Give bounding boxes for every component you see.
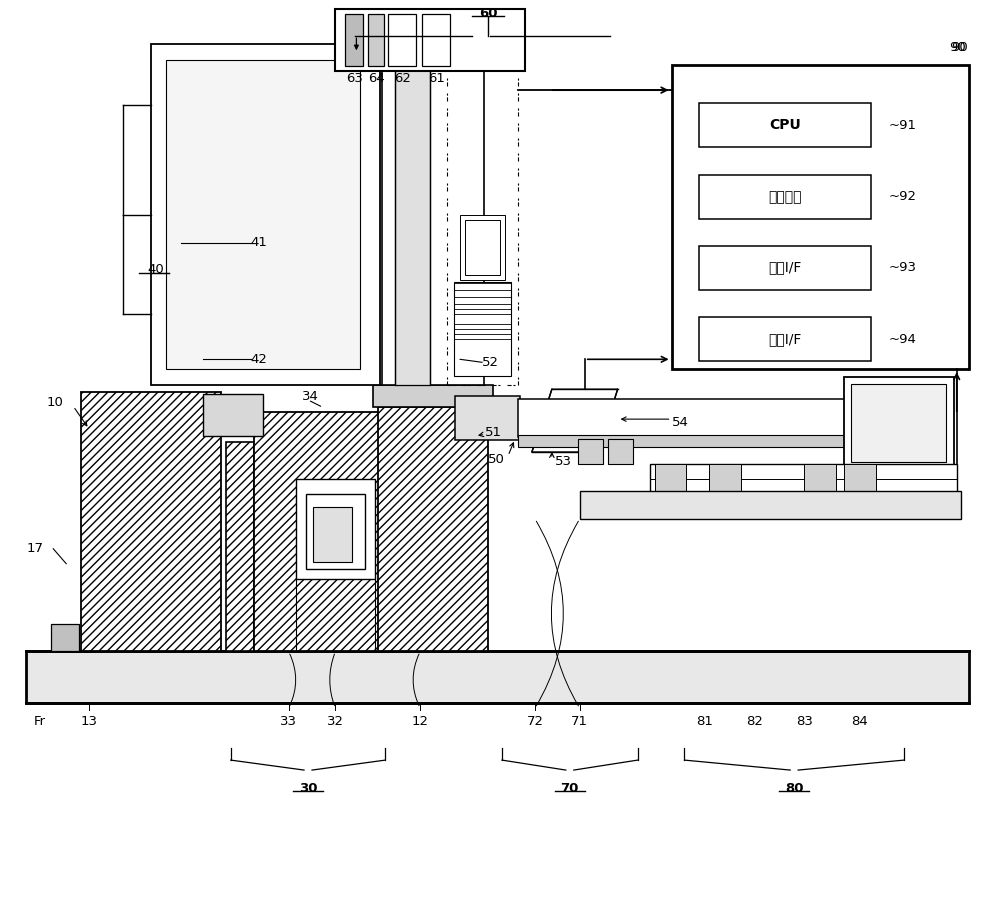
Text: 84: 84 <box>851 715 867 728</box>
Text: 存储介质: 存储介质 <box>768 189 802 204</box>
Bar <box>254 412 425 651</box>
Bar <box>518 399 932 437</box>
Text: 52: 52 <box>482 356 499 369</box>
Text: 83: 83 <box>796 715 813 728</box>
Bar <box>844 377 954 469</box>
Bar <box>226 442 254 651</box>
Bar <box>81 392 221 651</box>
Text: 71: 71 <box>571 715 588 728</box>
Polygon shape <box>532 389 618 452</box>
Bar <box>804 464 836 492</box>
Text: 40: 40 <box>148 263 164 276</box>
Bar <box>851 384 946 462</box>
Text: 50: 50 <box>488 453 505 466</box>
Bar <box>422 15 450 67</box>
Text: 12: 12 <box>412 715 429 728</box>
Bar <box>518 435 932 447</box>
Bar <box>306 494 365 568</box>
Bar <box>578 439 603 464</box>
Bar <box>672 66 969 370</box>
Text: 72: 72 <box>526 715 543 728</box>
Text: 54: 54 <box>672 416 688 429</box>
Text: 输出I/F: 输出I/F <box>769 333 802 346</box>
Bar <box>151 44 380 385</box>
Text: ~92: ~92 <box>889 190 917 203</box>
Bar <box>699 175 871 219</box>
Bar <box>465 220 500 274</box>
Text: 53: 53 <box>555 456 572 468</box>
Bar <box>335 9 525 71</box>
Bar <box>313 507 352 562</box>
Text: Fr: Fr <box>33 715 45 728</box>
Bar <box>699 246 871 289</box>
Bar <box>709 464 741 492</box>
Text: 90: 90 <box>951 41 967 54</box>
Text: 51: 51 <box>485 426 502 439</box>
Bar <box>699 103 871 147</box>
Text: 82: 82 <box>746 715 763 728</box>
Text: CPU: CPU <box>769 118 801 132</box>
Bar <box>454 282 511 376</box>
Text: ~91: ~91 <box>889 118 917 131</box>
Text: 32: 32 <box>327 715 344 728</box>
Bar <box>608 439 633 464</box>
Text: 60: 60 <box>479 6 497 19</box>
Bar <box>378 407 488 651</box>
Text: 80: 80 <box>785 782 803 795</box>
Text: 63: 63 <box>346 72 363 85</box>
Bar <box>203 395 263 436</box>
Text: 10: 10 <box>46 395 63 408</box>
Bar <box>382 44 484 385</box>
Bar <box>650 464 957 492</box>
Bar <box>368 15 384 67</box>
Text: 42: 42 <box>251 353 268 366</box>
Bar <box>51 624 79 651</box>
Text: 81: 81 <box>696 715 713 728</box>
Bar <box>844 464 876 492</box>
Bar <box>655 464 686 492</box>
Text: 61: 61 <box>428 72 445 85</box>
Bar <box>395 44 430 385</box>
Text: 90: 90 <box>949 41 966 54</box>
Text: 17: 17 <box>26 542 43 555</box>
Text: 64: 64 <box>368 72 385 85</box>
Text: ~93: ~93 <box>889 261 917 274</box>
Text: 70: 70 <box>561 782 579 795</box>
Bar <box>388 15 416 67</box>
Bar <box>455 396 520 440</box>
Text: 62: 62 <box>394 72 411 85</box>
Bar <box>580 491 961 519</box>
Text: ~94: ~94 <box>889 333 917 346</box>
Bar <box>166 60 360 370</box>
Bar <box>345 15 363 67</box>
Text: 30: 30 <box>299 782 317 795</box>
Text: 41: 41 <box>251 237 268 249</box>
Bar <box>373 385 493 407</box>
Text: 13: 13 <box>81 715 98 728</box>
Bar <box>460 214 505 280</box>
Bar <box>26 651 969 703</box>
Text: 34: 34 <box>302 390 319 403</box>
Text: 输入I/F: 输入I/F <box>769 261 802 274</box>
Bar <box>296 479 375 578</box>
Bar <box>699 318 871 361</box>
Text: 33: 33 <box>280 715 297 728</box>
